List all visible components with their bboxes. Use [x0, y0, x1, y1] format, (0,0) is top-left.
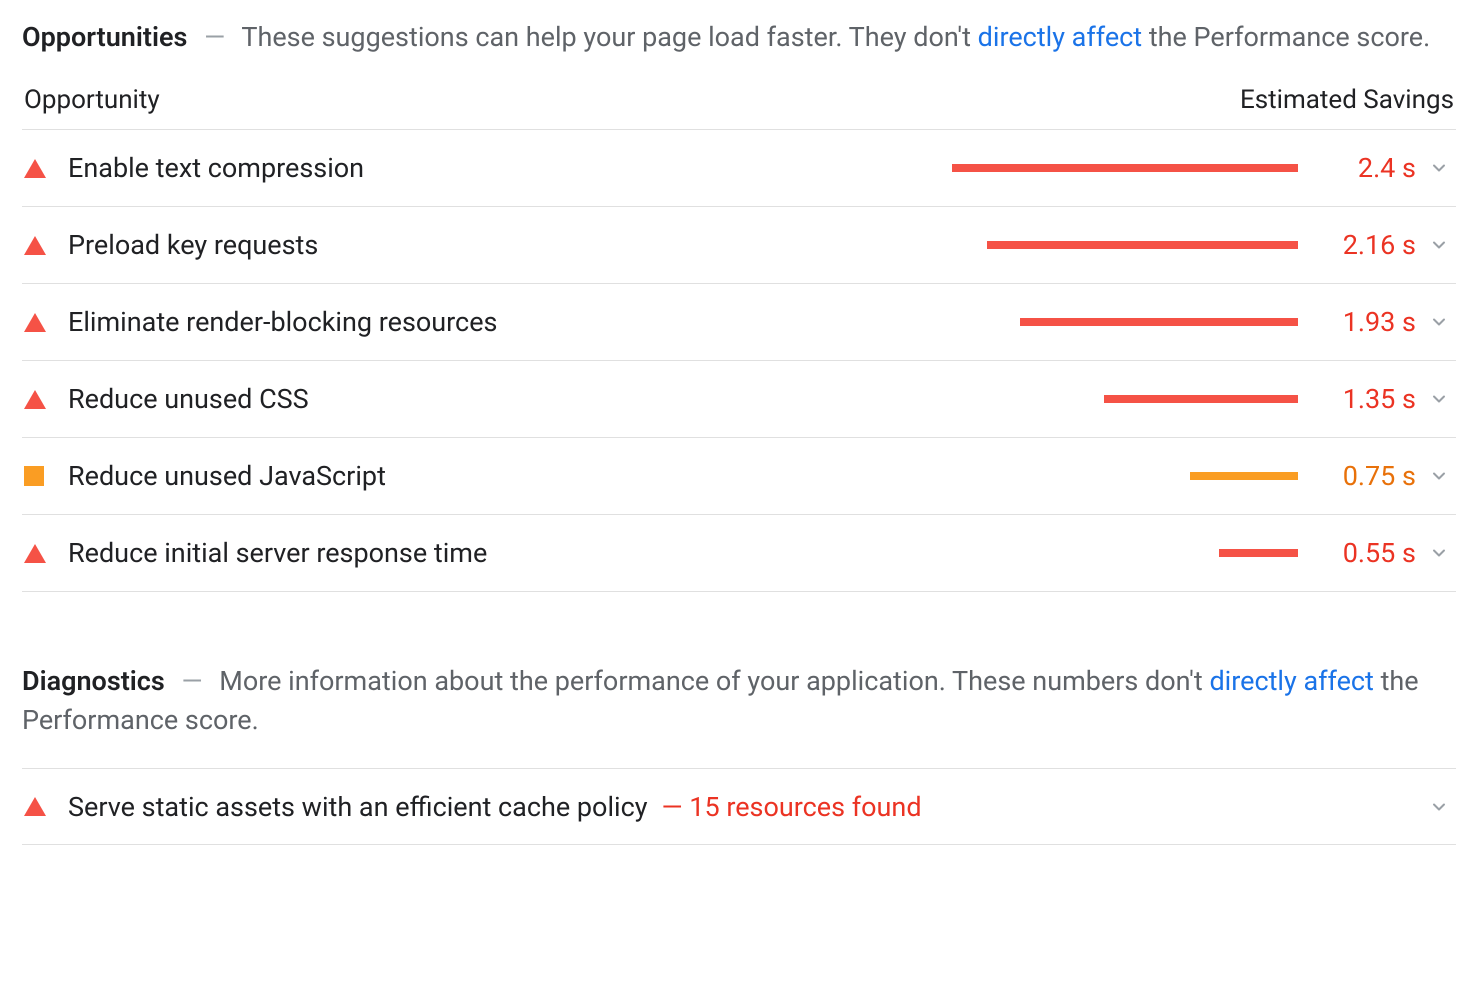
diagnostics-title: Diagnostics: [22, 665, 165, 697]
severity-icon-cell: [22, 466, 68, 486]
opportunities-rows: Enable text compression 2.4 s Preload key …: [22, 130, 1456, 592]
opportunity-row[interactable]: Enable text compression 2.4 s: [22, 130, 1456, 207]
opportunities-table-head: Opportunity Estimated Savings: [22, 85, 1456, 130]
savings-bar: [1219, 549, 1298, 557]
fail-triangle-icon: [24, 159, 46, 178]
savings-value: 0.75 s: [1312, 460, 1422, 492]
chevron-down-icon[interactable]: [1422, 543, 1456, 563]
opportunity-label: Reduce unused JavaScript: [68, 460, 386, 492]
savings-bar-cell: [952, 472, 1312, 480]
opportunity-label: Eliminate render-blocking resources: [68, 306, 497, 338]
lighthouse-report: Opportunities — These suggestions can he…: [0, 0, 1478, 875]
severity-icon-cell: [22, 544, 68, 563]
savings-value: 2.16 s: [1312, 229, 1422, 261]
separator-dash: —: [204, 21, 225, 53]
diagnostics-rows: Serve static assets with an efficient ca…: [22, 768, 1456, 845]
opportunity-label: Preload key requests: [68, 229, 318, 261]
opportunity-row[interactable]: Reduce initial server response time 0.55 …: [22, 515, 1456, 592]
diagnostics-desc-before: More information about the performance o…: [219, 665, 1209, 697]
savings-bar-cell: [952, 241, 1312, 249]
diagnostics-desc-link[interactable]: directly affect: [1209, 665, 1373, 697]
diagnostics-header: Diagnostics — More information about the…: [22, 662, 1456, 740]
savings-value: 2.4 s: [1312, 152, 1422, 184]
severity-icon-cell: [22, 797, 68, 816]
opportunity-row[interactable]: Preload key requests 2.16 s: [22, 207, 1456, 284]
opportunity-label: Reduce unused CSS: [68, 383, 309, 415]
fail-triangle-icon: [24, 313, 46, 332]
savings-bar: [1020, 318, 1298, 326]
savings-value: 0.55 s: [1312, 537, 1422, 569]
savings-bar: [1190, 472, 1298, 480]
diagnostic-label: Serve static assets with an efficient ca…: [68, 791, 648, 823]
opportunities-desc-after: the Performance score.: [1142, 21, 1430, 53]
chevron-down-icon[interactable]: [1422, 312, 1456, 332]
savings-bar-cell: [952, 164, 1312, 172]
diagnostic-extra: — 15 resources found: [662, 791, 922, 823]
opportunities-desc-link[interactable]: directly affect: [978, 21, 1142, 53]
savings-value: 1.35 s: [1312, 383, 1422, 415]
savings-bar-cell: [952, 549, 1312, 557]
chevron-down-icon[interactable]: [1422, 389, 1456, 409]
opportunities-header: Opportunities — These suggestions can he…: [22, 18, 1456, 57]
fail-triangle-icon: [24, 236, 46, 255]
separator-dash: —: [181, 665, 202, 697]
fail-triangle-icon: [24, 390, 46, 409]
warn-square-icon: [24, 466, 44, 486]
savings-bar-cell: [952, 395, 1312, 403]
opportunities-desc-before: These suggestions can help your page loa…: [241, 21, 977, 53]
col-opportunity: Opportunity: [24, 85, 160, 115]
opportunity-row[interactable]: Reduce unused JavaScript 0.75 s: [22, 438, 1456, 515]
savings-value: 1.93 s: [1312, 306, 1422, 338]
severity-icon-cell: [22, 313, 68, 332]
chevron-down-icon[interactable]: [1422, 466, 1456, 486]
savings-bar: [952, 164, 1298, 172]
diagnostic-row[interactable]: Serve static assets with an efficient ca…: [22, 768, 1456, 845]
severity-icon-cell: [22, 390, 68, 409]
opportunity-row[interactable]: Eliminate render-blocking resources 1.93 …: [22, 284, 1456, 361]
savings-bar: [987, 241, 1298, 249]
savings-bar: [1104, 395, 1298, 403]
chevron-down-icon[interactable]: [1422, 797, 1456, 817]
fail-triangle-icon: [24, 797, 46, 816]
fail-triangle-icon: [24, 544, 46, 563]
chevron-down-icon[interactable]: [1422, 235, 1456, 255]
opportunity-row[interactable]: Reduce unused CSS 1.35 s: [22, 361, 1456, 438]
opportunity-label: Reduce initial server response time: [68, 537, 487, 569]
severity-icon-cell: [22, 159, 68, 178]
col-savings: Estimated Savings: [1240, 85, 1454, 115]
opportunity-label: Enable text compression: [68, 152, 364, 184]
chevron-down-icon[interactable]: [1422, 158, 1456, 178]
opportunities-title: Opportunities: [22, 21, 187, 53]
severity-icon-cell: [22, 236, 68, 255]
savings-bar-cell: [952, 318, 1312, 326]
